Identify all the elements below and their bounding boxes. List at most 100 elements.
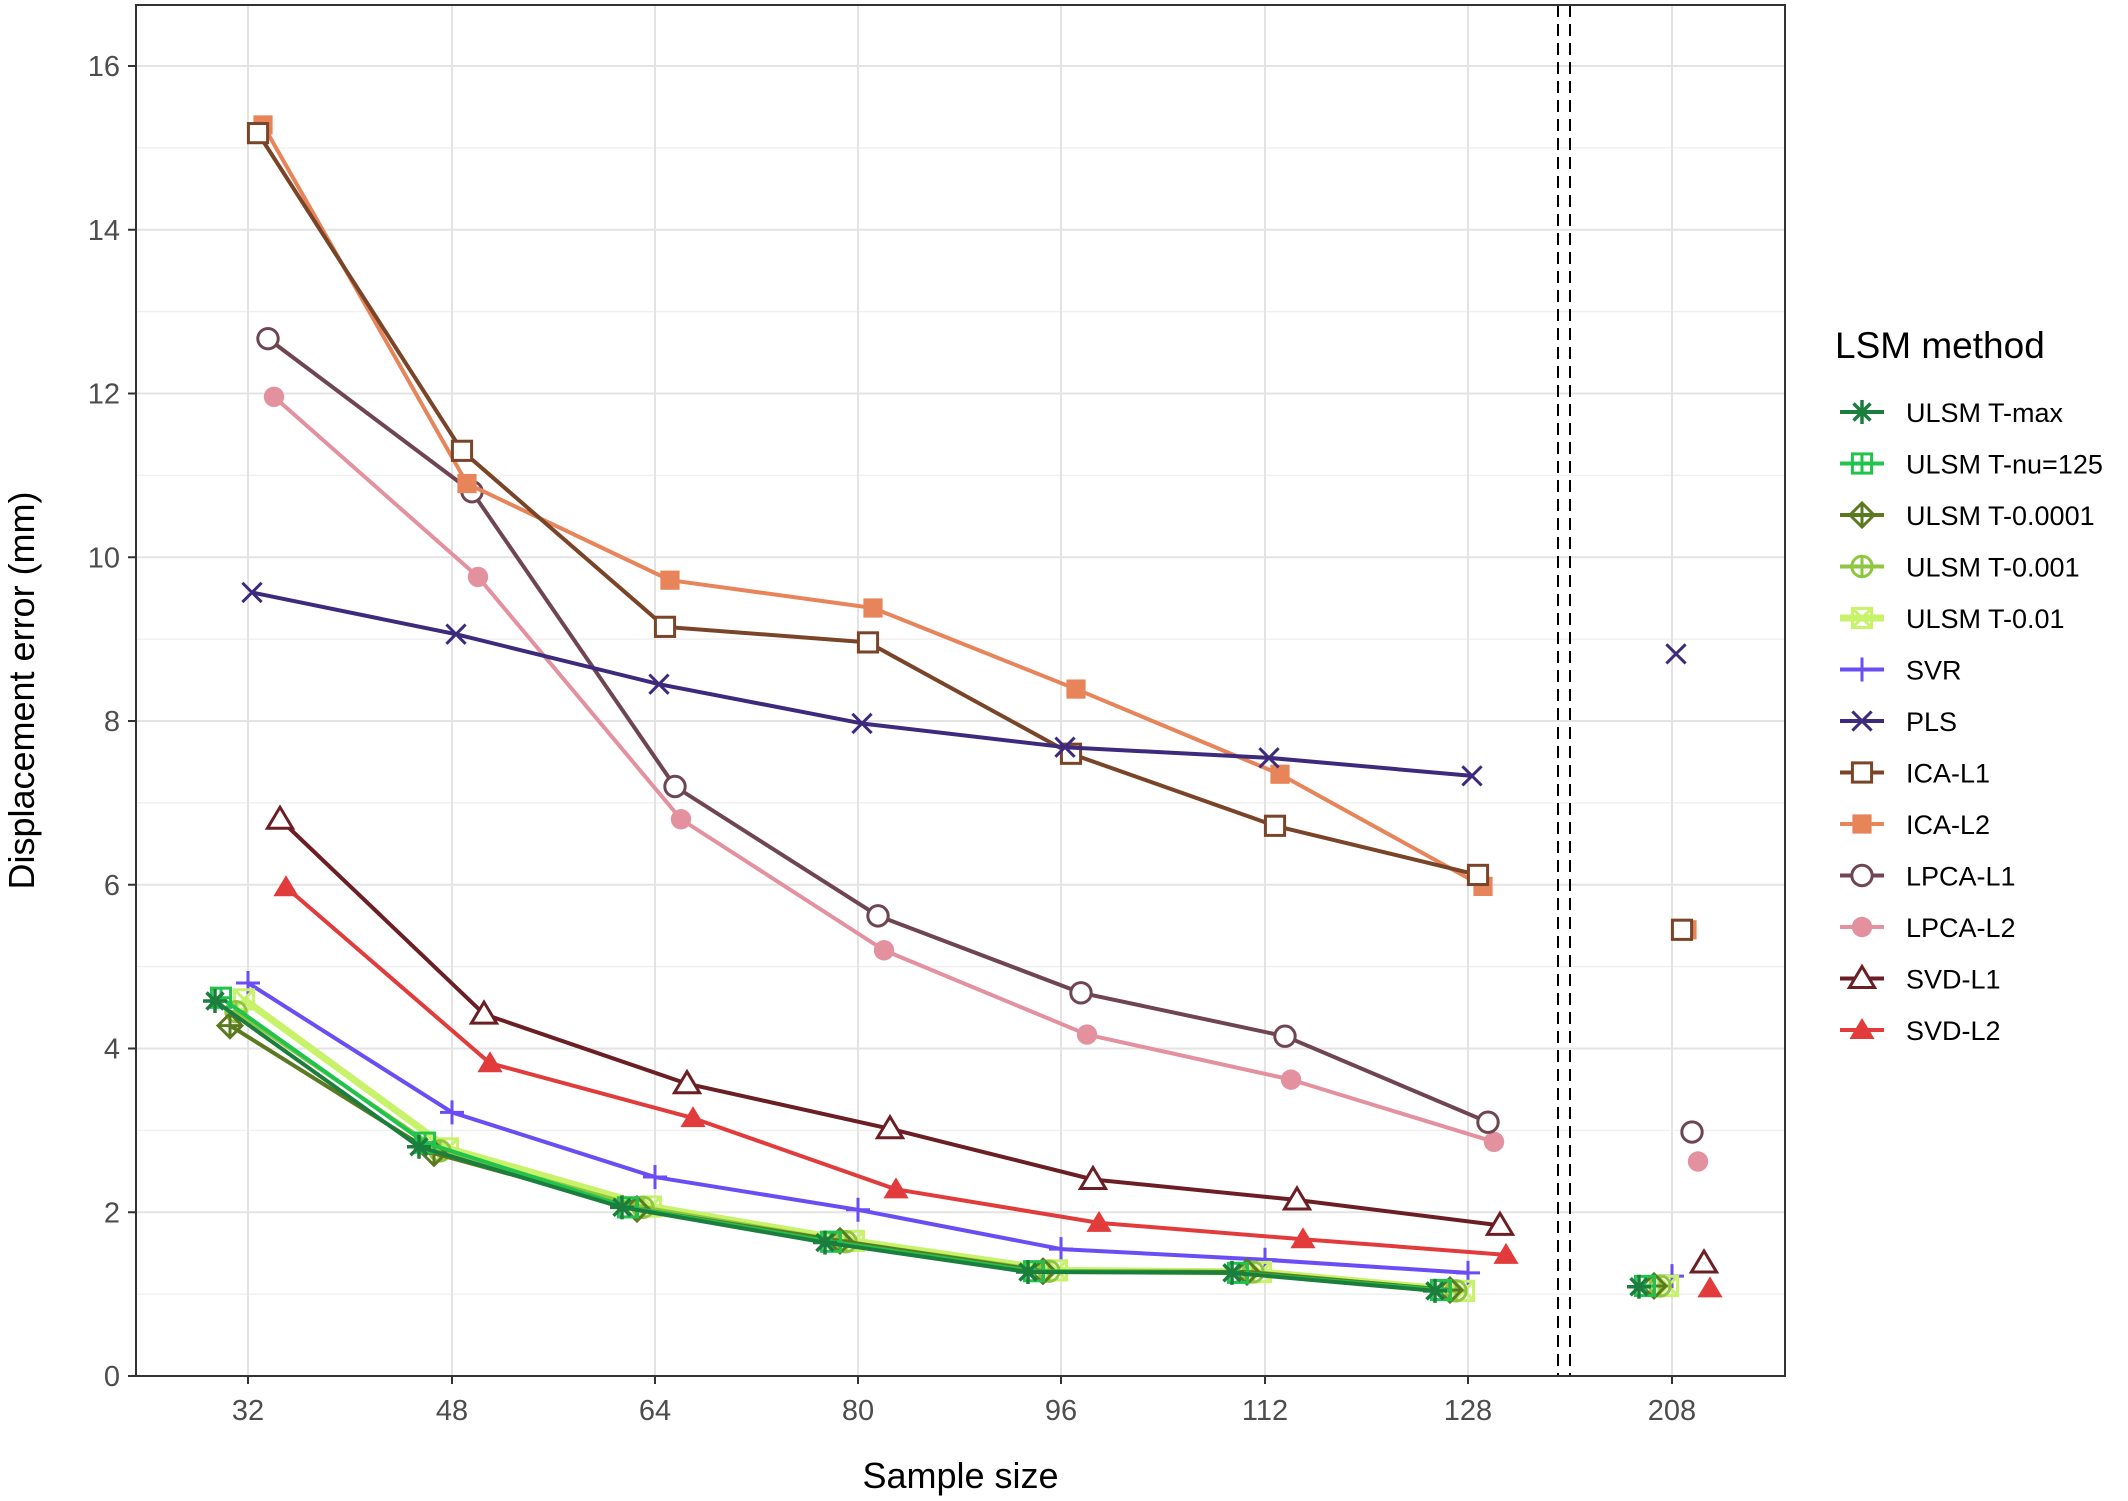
data-point [643, 1165, 667, 1190]
data-point [851, 712, 873, 735]
data-point [256, 326, 280, 351]
legend-item: ICA-L2 [1840, 810, 1990, 840]
data-point [1263, 814, 1287, 837]
grid [136, 5, 1785, 1377]
legend-key-marker [1850, 554, 1874, 579]
legend-item: LPCA-L1 [1840, 862, 2016, 892]
legend-key-marker [1847, 500, 1877, 530]
legend-item: ULSM T-0.001 [1840, 553, 2080, 583]
data-point [1697, 1276, 1723, 1298]
legend-key-marker [1850, 606, 1874, 630]
plot-area [203, 115, 1723, 1305]
data-point [1220, 1260, 1244, 1285]
data-point [1688, 1248, 1720, 1274]
legend-item: ICA-L1 [1840, 759, 1990, 789]
data-point [1076, 1024, 1098, 1045]
legend-label: LPCA-L2 [1906, 913, 2016, 943]
legend-label: ULSM T-0.0001 [1906, 501, 2095, 531]
data-point [1483, 1131, 1505, 1153]
x-tick-label: 208 [1648, 1395, 1696, 1427]
y-tick-label: 14 [88, 215, 120, 247]
data-point [1680, 1120, 1704, 1144]
data-point [1054, 736, 1076, 758]
legend-item: ULSM T-max [1840, 398, 2064, 428]
data-point [450, 439, 474, 462]
x-axis-title: Sample size [862, 1455, 1058, 1496]
legend-key-marker [1851, 916, 1873, 938]
data-point [407, 1134, 431, 1159]
data-point [1423, 1278, 1447, 1303]
y-tick-label: 2 [104, 1197, 120, 1229]
data-point [467, 566, 489, 588]
data-point [232, 988, 256, 1011]
data-point [215, 1011, 245, 1040]
series-ica-l1 [246, 122, 1694, 941]
series-svd-l1 [264, 804, 1720, 1274]
legend-label: SVD-L2 [1906, 1016, 2001, 1046]
data-point [1476, 1110, 1500, 1134]
x-tick-label: 80 [842, 1395, 874, 1427]
data-point [1484, 1210, 1516, 1236]
data-point [1077, 1164, 1109, 1190]
data-point [1280, 1069, 1302, 1090]
y-tick-label: 16 [88, 51, 120, 83]
data-point [856, 631, 880, 654]
data-point [1049, 1237, 1073, 1262]
data-point [1016, 1260, 1040, 1285]
data-point [241, 581, 263, 604]
data-point [1270, 764, 1290, 784]
data-point [1670, 918, 1694, 941]
y-axis-ticks: 0 2 4 6 8 10 12 14 16 [88, 51, 136, 1393]
data-point [648, 673, 670, 695]
legend-key-marker [1850, 400, 1874, 424]
data-point [1086, 1210, 1112, 1232]
legend-label: ULSM T-0.01 [1906, 604, 2065, 634]
x-tick-label: 32 [232, 1395, 264, 1427]
y-tick-label: 8 [104, 706, 120, 738]
legend-item: ULSM T-0.0001 [1840, 500, 2095, 531]
data-point [1461, 765, 1483, 787]
legend-item: SVR [1840, 656, 1962, 686]
data-point [1627, 1274, 1651, 1299]
series-lpca-l2 [263, 386, 1709, 1172]
legend-item: SVD-L1 [1840, 963, 2001, 995]
data-point [813, 1230, 837, 1255]
legend-label: SVR [1906, 656, 1962, 686]
data-point [1281, 1185, 1313, 1211]
data-point [670, 809, 692, 830]
data-point [440, 1100, 464, 1125]
data-point [680, 1106, 706, 1128]
legend-key-marker [1849, 1018, 1875, 1039]
x-tick-label: 64 [639, 1395, 671, 1427]
data-point [1466, 863, 1490, 887]
data-point [1258, 747, 1280, 769]
sample-size-separator [1557, 5, 1571, 1376]
legend-key-marker [1851, 710, 1873, 732]
series-pls [241, 581, 1687, 787]
legend-label: ICA-L2 [1906, 810, 1990, 840]
legend-label: SVD-L1 [1906, 965, 2001, 995]
x-tick-label: 112 [1242, 1395, 1288, 1427]
series-ulsm-t-max [203, 989, 1651, 1303]
data-point [863, 598, 883, 618]
x-tick-label: 48 [436, 1395, 468, 1427]
legend-label: PLS [1906, 707, 1957, 737]
data-point [457, 473, 477, 494]
data-point [846, 1197, 870, 1222]
data-point [246, 122, 270, 145]
data-point [660, 570, 680, 590]
data-point [874, 1113, 906, 1140]
plot-border [135, 4, 1786, 1377]
data-point [477, 1051, 503, 1073]
series-lpca-l1 [256, 326, 1704, 1144]
legend-label: LPCA-L1 [1906, 862, 2016, 892]
data-point [1066, 679, 1086, 699]
legend-label: ICA-L1 [1906, 759, 1990, 789]
data-point [273, 875, 299, 897]
data-point [1273, 1024, 1297, 1048]
data-point [663, 774, 687, 799]
data-point [866, 904, 890, 928]
data-point [873, 940, 895, 961]
data-point [610, 1195, 634, 1220]
